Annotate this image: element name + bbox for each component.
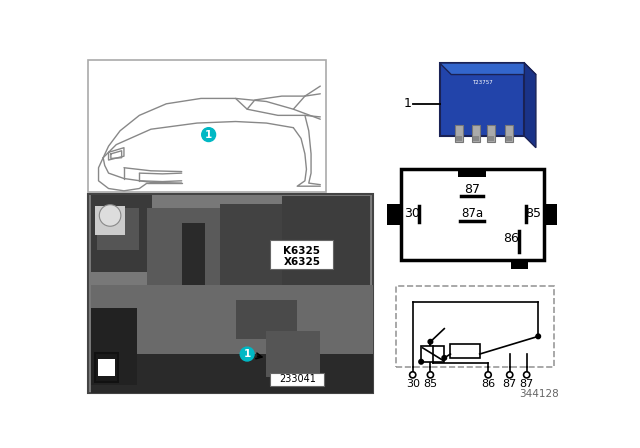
Bar: [90, 195, 371, 391]
Bar: [472, 125, 480, 142]
Bar: [88, 60, 326, 192]
Bar: [91, 308, 137, 385]
Circle shape: [419, 359, 424, 364]
Bar: [387, 204, 401, 225]
Circle shape: [410, 372, 416, 378]
Bar: [97, 208, 140, 250]
Text: 30: 30: [404, 207, 420, 220]
Text: 1: 1: [404, 97, 412, 110]
Text: 30: 30: [406, 379, 420, 389]
Text: 86: 86: [503, 232, 519, 245]
Bar: [220, 204, 297, 296]
Circle shape: [428, 372, 433, 378]
Bar: [95, 206, 125, 236]
Text: 85: 85: [423, 379, 438, 389]
Bar: [543, 204, 557, 225]
Bar: [95, 353, 118, 382]
Text: 87: 87: [464, 183, 480, 196]
Bar: [455, 125, 463, 142]
Text: 1: 1: [205, 129, 212, 140]
Text: 87a: 87a: [461, 207, 483, 220]
Bar: [505, 125, 513, 142]
Circle shape: [202, 128, 216, 142]
Text: 1: 1: [244, 349, 251, 359]
Bar: [401, 169, 543, 260]
Text: 85: 85: [525, 207, 541, 220]
Bar: [456, 136, 462, 141]
Text: T23757: T23757: [472, 80, 492, 85]
Bar: [473, 136, 479, 141]
Bar: [147, 208, 255, 308]
Text: 87: 87: [520, 379, 534, 389]
Bar: [421, 346, 444, 362]
Bar: [511, 260, 528, 269]
Bar: [98, 359, 115, 375]
Text: 86: 86: [481, 379, 495, 389]
Polygon shape: [524, 63, 536, 148]
Bar: [270, 373, 324, 386]
Bar: [451, 344, 480, 358]
Text: K6325: K6325: [284, 246, 321, 256]
Circle shape: [240, 347, 254, 361]
Bar: [91, 354, 372, 392]
Bar: [396, 286, 554, 367]
Bar: [506, 136, 512, 141]
Bar: [91, 195, 152, 272]
Bar: [458, 169, 486, 177]
Text: 87: 87: [502, 379, 517, 389]
Circle shape: [485, 372, 492, 378]
Circle shape: [536, 334, 541, 339]
Bar: [488, 136, 494, 141]
Bar: [91, 285, 372, 389]
Bar: [282, 196, 371, 308]
Bar: [236, 300, 297, 339]
Bar: [270, 240, 333, 269]
Text: X6325: X6325: [284, 257, 321, 267]
Circle shape: [99, 205, 121, 226]
Circle shape: [442, 356, 447, 360]
Circle shape: [524, 372, 530, 378]
Circle shape: [507, 372, 513, 378]
FancyBboxPatch shape: [440, 63, 524, 136]
Polygon shape: [440, 63, 536, 74]
Text: 233041: 233041: [279, 375, 316, 384]
Bar: [266, 331, 320, 377]
Text: 344128: 344128: [519, 389, 559, 399]
Bar: [488, 125, 495, 142]
Bar: [182, 223, 205, 285]
Bar: [88, 194, 372, 392]
Circle shape: [428, 340, 433, 344]
